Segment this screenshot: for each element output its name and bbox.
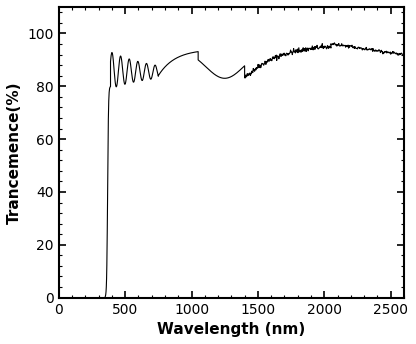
X-axis label: Wavelength (nm): Wavelength (nm) (157, 322, 305, 337)
Y-axis label: Trancemence(%): Trancemence(%) (7, 81, 22, 224)
